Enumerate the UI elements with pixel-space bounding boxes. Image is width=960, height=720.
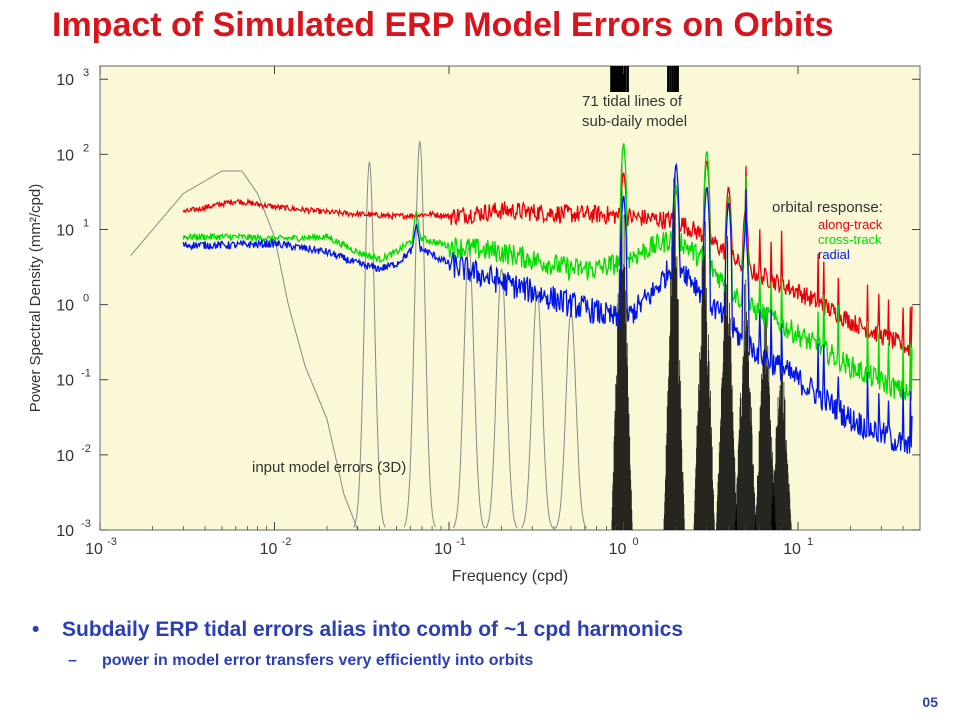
annotation-tidal-lines: 71 tidal lines of [582, 93, 683, 110]
x-tick-exponent: 0 [632, 536, 638, 548]
x-tick-label: 10 [434, 541, 452, 558]
tidal-comb-lobe [770, 329, 792, 530]
y-tick-exponent: 0 [83, 293, 89, 305]
legend-title: orbital response: [772, 199, 883, 216]
orbital-response-layer [182, 143, 913, 454]
x-tick-label: 10 [260, 541, 278, 558]
annotation-tidal-lines: sub-daily model [582, 113, 687, 130]
bullet-item-1: • Subdaily ERP tidal errors alias into c… [30, 618, 683, 642]
x-tick-label: 10 [783, 541, 801, 558]
input-errors-lobe [521, 289, 554, 529]
x-tick-exponent: 1 [807, 536, 813, 548]
annotations: 71 tidal lines of sub-daily model input mo… [252, 93, 687, 476]
tidal-comb-lobe [735, 279, 756, 530]
axes-layer: 10 -3 10 -2 10 -1 10 0 10 110 -310 -210 -110 010 110 21… [56, 66, 920, 558]
y-tick-label: 10 [56, 147, 74, 164]
legend-entry-radial: radial [818, 247, 850, 262]
tidal-line-markers [610, 66, 679, 92]
series-cross-track [182, 143, 913, 401]
series-along-track [182, 159, 913, 356]
y-axis-label: Power Spectral Density (mm²/cpd) [27, 184, 44, 412]
legend: orbital response:along-trackcross-trackr… [772, 199, 883, 262]
x-tick-exponent: -1 [456, 536, 466, 548]
input-errors-envelope [130, 170, 359, 531]
x-tick-exponent: -2 [282, 536, 292, 548]
y-tick-exponent: 3 [83, 67, 89, 79]
sub-bullet-dash: – [68, 652, 77, 669]
series-radial [182, 162, 913, 454]
x-tick-label: 10 [85, 541, 103, 558]
y-tick-label: 10 [56, 373, 74, 390]
legend-entry-cross-track: cross-track [818, 232, 882, 247]
slide-title: Impact of Simulated ERP Model Errors on … [52, 6, 834, 44]
y-tick-label: 10 [56, 523, 74, 540]
bullet-item-2: – power in model error transfers very ef… [30, 652, 683, 670]
y-tick-label: 10 [56, 298, 74, 315]
tidal-comb-lobe [693, 221, 715, 530]
tidal-comb-lobe [663, 175, 685, 530]
tidal-comb-lobe [716, 236, 738, 530]
input-errors-lobe [403, 141, 436, 528]
x-axis-label: Frequency (cpd) [452, 568, 569, 585]
y-tick-exponent: 1 [83, 217, 89, 229]
legend-entry-along-track: along-track [818, 217, 883, 232]
y-tick-exponent: -3 [81, 518, 91, 530]
y-tick-exponent: 2 [83, 142, 89, 154]
slide-number: 05 [922, 694, 938, 710]
y-tick-label: 10 [56, 222, 74, 239]
y-tick-label: 10 [56, 72, 74, 89]
input-errors-lobe [485, 268, 518, 529]
annotation-input-errors: input model errors (3D) [252, 459, 406, 476]
bullet-text-1: Subdaily ERP tidal errors alias into com… [62, 618, 684, 641]
bullet-list: • Subdaily ERP tidal errors alias into c… [30, 618, 683, 670]
psd-chart: 10 -3 10 -2 10 -1 10 0 10 110 -310 -210 -110 010 110 21… [0, 50, 960, 595]
bullet-dot: • [32, 618, 40, 641]
y-tick-label: 10 [56, 448, 74, 465]
tidal-comb-lobe [611, 160, 633, 530]
tidal-comb-layer [611, 160, 792, 530]
bullet-text-2: power in model error transfers very effi… [102, 652, 534, 669]
x-tick-label: 10 [609, 541, 627, 558]
x-tick-exponent: -3 [107, 536, 117, 548]
y-tick-exponent: -2 [81, 443, 91, 455]
y-tick-exponent: -1 [81, 368, 91, 380]
input-errors-lobe [353, 161, 386, 528]
